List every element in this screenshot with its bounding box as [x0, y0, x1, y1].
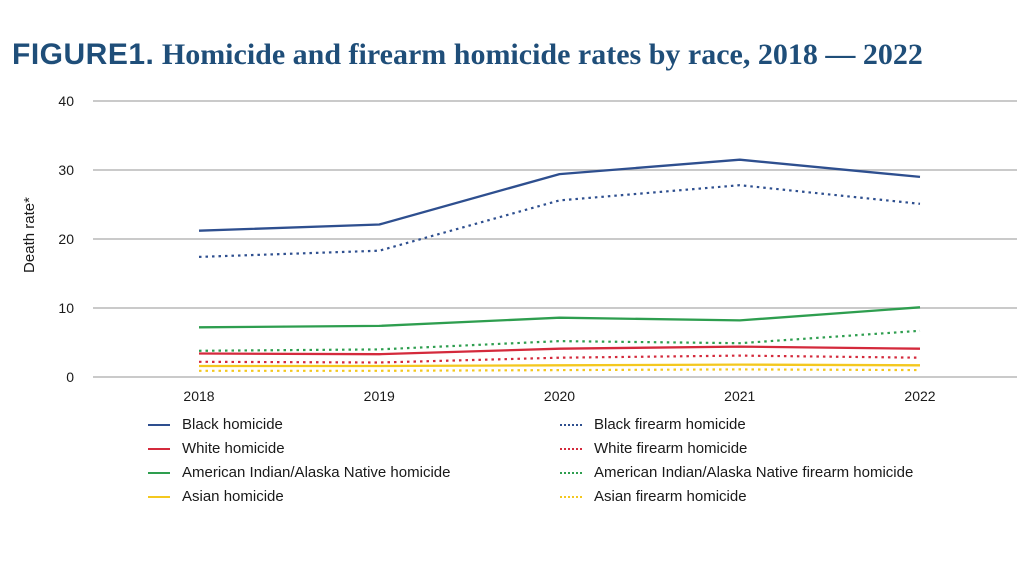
- legend-item: Black homicide: [148, 413, 560, 436]
- legend-item: White firearm homicide: [560, 437, 968, 460]
- legend-item: White homicide: [148, 437, 560, 460]
- line-chart: 0 10 20 30 40 2018 2019 2020 2021 2022 Death rat…: [21, 93, 1017, 404]
- legend-swatch: [560, 495, 582, 498]
- x-tick-label: 2021: [724, 388, 755, 404]
- y-tick-label: 0: [66, 369, 74, 385]
- legend-swatch: [560, 423, 582, 426]
- legend-label: White firearm homicide: [594, 440, 748, 457]
- legend-swatch: [560, 447, 582, 450]
- legend-swatch: [148, 495, 170, 498]
- legend-swatch: [148, 447, 170, 450]
- gridlines: [93, 100, 1017, 378]
- legend-label: Asian homicide: [182, 488, 284, 505]
- legend-swatch: [148, 423, 170, 426]
- legend-label: Black firearm homicide: [594, 416, 746, 433]
- y-tick-label: 40: [58, 93, 74, 109]
- x-axis-ticks: 2018 2019 2020 2021 2022: [183, 388, 935, 404]
- series-line-asian-homicide: [199, 363, 921, 368]
- series-line-black-firearm-homicide: [198, 184, 921, 258]
- y-tick-label: 20: [58, 231, 74, 247]
- chart-title: FIGURE1. Homicide and firearm homicide r…: [12, 38, 923, 72]
- figure-label: FIGURE1.: [12, 38, 155, 71]
- series-line-black-homicide: [198, 158, 921, 232]
- legend-item: American Indian/Alaska Native homicide: [148, 461, 560, 484]
- series-lines: [198, 158, 921, 372]
- legend-swatch: [148, 471, 170, 474]
- x-tick-label: 2020: [544, 388, 575, 404]
- legend-swatch: [560, 471, 582, 474]
- x-tick-label: 2022: [904, 388, 935, 404]
- legend-label: American Indian/Alaska Native firearm ho…: [594, 464, 914, 481]
- y-tick-label: 10: [58, 300, 74, 316]
- y-tick-label: 30: [58, 162, 74, 178]
- series-line-white-firearm-homicide: [198, 354, 921, 364]
- x-tick-label: 2019: [364, 388, 395, 404]
- y-axis-label: Death rate*: [21, 197, 38, 273]
- legend-label: White homicide: [182, 440, 285, 457]
- legend-item: Black firearm homicide: [560, 413, 968, 436]
- series-line-american-indian-alaska-native-homicide: [198, 306, 921, 329]
- legend-label: Black homicide: [182, 416, 283, 433]
- figure-title: Homicide and firearm homicide rates by r…: [161, 38, 923, 71]
- legend-label: Asian firearm homicide: [594, 488, 747, 505]
- legend-item: Asian homicide: [148, 485, 560, 508]
- y-axis-ticks: 0 10 20 30 40: [58, 93, 74, 385]
- legend-item: Asian firearm homicide: [560, 485, 968, 508]
- series-line-asian-firearm-homicide: [199, 368, 921, 372]
- legend-item: American Indian/Alaska Native firearm ho…: [560, 461, 968, 484]
- x-tick-label: 2018: [183, 388, 214, 404]
- series-line-white-homicide: [198, 345, 921, 356]
- legend: Black homicide Black firearm homicide Whit…: [148, 413, 968, 508]
- legend-label: American Indian/Alaska Native homicide: [182, 464, 451, 481]
